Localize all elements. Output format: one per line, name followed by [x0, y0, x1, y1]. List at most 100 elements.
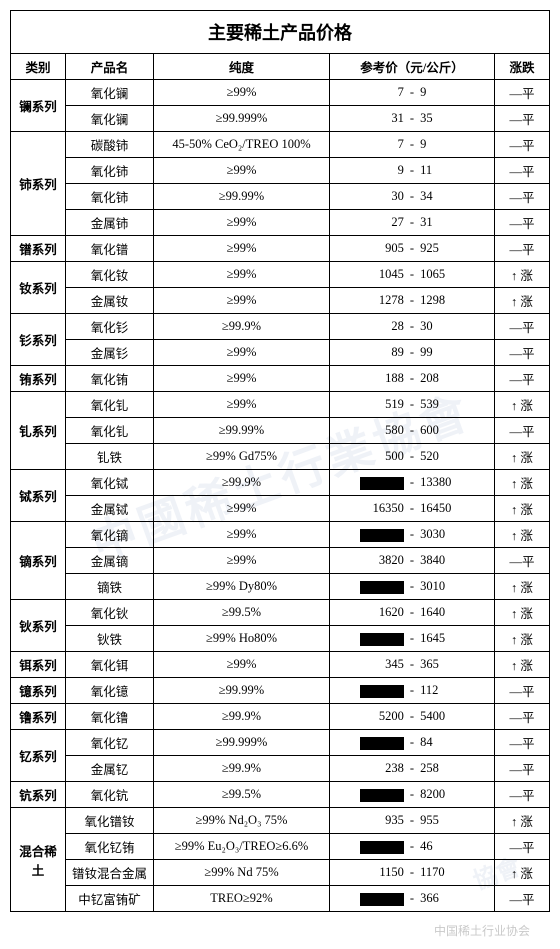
price-cell: 345-365 [330, 652, 495, 678]
trend-cell: —平 [495, 704, 550, 730]
table-row: 镨钕混合金属≥99% Nd 75%1150-1170↑ 涨 [11, 860, 550, 886]
category-cell: 镱系列 [11, 678, 66, 704]
purity-cell: ≥99.9% [154, 704, 330, 730]
redacted-value [360, 581, 404, 594]
trend-cell: ↑ 涨 [495, 652, 550, 678]
table-row: 钆铁≥99% Gd75%500-520↑ 涨 [11, 444, 550, 470]
product-cell: 金属钕 [66, 288, 154, 314]
product-cell: 氧化钇 [66, 730, 154, 756]
redacted-value [360, 633, 404, 646]
product-cell: 氧化镧 [66, 80, 154, 106]
trend-cell: ↑ 涨 [495, 522, 550, 548]
purity-cell: ≥99.9% [154, 756, 330, 782]
table-row: 镥系列氧化镥≥99.9%5200-5400—平 [11, 704, 550, 730]
trend-cell: —平 [495, 678, 550, 704]
trend-cell: ↑ 涨 [495, 444, 550, 470]
purity-cell: ≥99% [154, 392, 330, 418]
product-cell: 氧化钕 [66, 262, 154, 288]
category-cell: 镧系列 [11, 80, 66, 132]
purity-cell: ≥99% [154, 340, 330, 366]
price-cell: 935-955 [330, 808, 495, 834]
trend-cell: —平 [495, 834, 550, 860]
product-cell: 氧化镝 [66, 522, 154, 548]
purity-cell: ≥99.99% [154, 184, 330, 210]
table-row: 氧化铈≥99%9-11—平 [11, 158, 550, 184]
header-row: 类别 产品名 纯度 参考价（元/公斤） 涨跌 [11, 54, 550, 80]
price-table: 主要稀土产品价格 类别 产品名 纯度 参考价（元/公斤） 涨跌 镧系列氧化镧≥9… [10, 10, 550, 912]
table-title: 主要稀土产品价格 [10, 10, 550, 53]
purity-cell: 45-50% CeO₂/TREO 100% [154, 132, 330, 158]
price-cell: 5200-5400 [330, 704, 495, 730]
table-row: 氧化钆≥99.99%580-600—平 [11, 418, 550, 444]
trend-cell: —平 [495, 730, 550, 756]
trend-cell: —平 [495, 236, 550, 262]
trend-cell: —平 [495, 418, 550, 444]
product-cell: 镝铁 [66, 574, 154, 600]
price-cell: -8200 [330, 782, 495, 808]
purity-cell: ≥99% Nd₂O₃ 75% [154, 808, 330, 834]
table-row: 铈系列碳酸铈45-50% CeO₂/TREO 100%7-9—平 [11, 132, 550, 158]
product-cell: 碳酸铈 [66, 132, 154, 158]
trend-cell: —平 [495, 80, 550, 106]
purity-cell: ≥99.999% [154, 106, 330, 132]
purity-cell: ≥99% [154, 158, 330, 184]
redacted-value [360, 529, 404, 542]
price-cell: 28-30 [330, 314, 495, 340]
price-cell: 16350-16450 [330, 496, 495, 522]
trend-cell: —平 [495, 158, 550, 184]
table-row: 钪系列氧化钪≥99.5%-8200—平 [11, 782, 550, 808]
product-cell: 金属铽 [66, 496, 154, 522]
table-row: 中钇富铕矿TREO≥92%-366—平 [11, 886, 550, 912]
trend-cell: ↑ 涨 [495, 262, 550, 288]
price-cell: 1278-1298 [330, 288, 495, 314]
trend-cell: —平 [495, 132, 550, 158]
price-cell: 500-520 [330, 444, 495, 470]
redacted-value [360, 737, 404, 750]
price-cell: 1150-1170 [330, 860, 495, 886]
category-cell: 钆系列 [11, 392, 66, 470]
category-cell: 镝系列 [11, 522, 66, 600]
product-cell: 氧化铽 [66, 470, 154, 496]
col-price: 参考价（元/公斤） [330, 54, 495, 80]
col-purity: 纯度 [154, 54, 330, 80]
trend-cell: —平 [495, 210, 550, 236]
price-cell: 519-539 [330, 392, 495, 418]
table-row: 镱系列氧化镱≥99.99%-112—平 [11, 678, 550, 704]
product-cell: 氧化铈 [66, 184, 154, 210]
trend-cell: ↑ 涨 [495, 574, 550, 600]
product-cell: 镨钕混合金属 [66, 860, 154, 886]
product-cell: 氧化铒 [66, 652, 154, 678]
product-cell: 氧化镨 [66, 236, 154, 262]
product-cell: 氧化钐 [66, 314, 154, 340]
table-row: 镝铁≥99% Dy80%-3010↑ 涨 [11, 574, 550, 600]
price-cell: 89-99 [330, 340, 495, 366]
trend-cell: —平 [495, 366, 550, 392]
purity-cell: ≥99% [154, 496, 330, 522]
table-row: 钬铁≥99% Ho80%-1645↑ 涨 [11, 626, 550, 652]
price-cell: 238-258 [330, 756, 495, 782]
footer-text: 中国稀土行业协会 [10, 922, 550, 939]
product-cell: 氧化钆 [66, 418, 154, 444]
category-cell: 铕系列 [11, 366, 66, 392]
price-cell: -112 [330, 678, 495, 704]
purity-cell: ≥99% Eu₂O₃/TREO≥6.6% [154, 834, 330, 860]
purity-cell: TREO≥92% [154, 886, 330, 912]
trend-cell: ↑ 涨 [495, 392, 550, 418]
redacted-value [360, 893, 404, 906]
trend-cell: ↑ 涨 [495, 600, 550, 626]
category-cell: 钬系列 [11, 600, 66, 652]
product-cell: 钆铁 [66, 444, 154, 470]
price-cell: 1620-1640 [330, 600, 495, 626]
product-cell: 氧化镥 [66, 704, 154, 730]
table-row: 镧系列氧化镧≥99%7-9—平 [11, 80, 550, 106]
col-product: 产品名 [66, 54, 154, 80]
product-cell: 中钇富铕矿 [66, 886, 154, 912]
category-cell: 铽系列 [11, 470, 66, 522]
table-row: 金属镝≥99%3820-3840—平 [11, 548, 550, 574]
category-cell: 钐系列 [11, 314, 66, 366]
product-cell: 钬铁 [66, 626, 154, 652]
price-cell: 1045-1065 [330, 262, 495, 288]
price-cell: 7-9 [330, 132, 495, 158]
price-cell: -13380 [330, 470, 495, 496]
price-cell: 905-925 [330, 236, 495, 262]
